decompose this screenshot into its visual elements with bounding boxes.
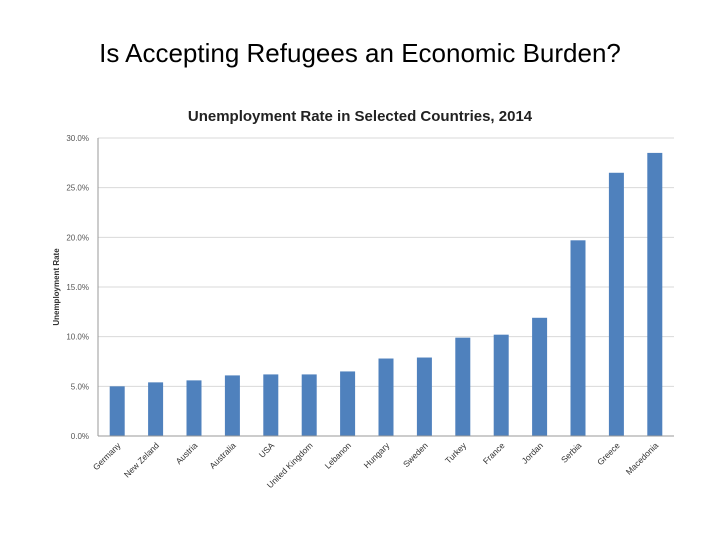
x-category-label: Australia — [207, 440, 238, 471]
x-category-label: Hungary — [362, 440, 392, 470]
x-category-labels: Germany New Zeland Austria Australia USAUnit… — [91, 440, 661, 490]
y-tick-label: 25.0% — [66, 184, 89, 193]
y-tick-labels: 0.0% 5.0% 10.0% 15.0% 20.0% 25.0% 30.0% — [66, 134, 89, 441]
x-category-label: Lebanon — [323, 440, 354, 471]
chart-title: Unemployment Rate in Selected Countries,… — [188, 108, 533, 125]
y-tick-label: 5.0% — [71, 382, 89, 391]
bar — [570, 240, 586, 436]
x-category-label: Sweden — [401, 440, 430, 469]
x-category-label: Turkey — [443, 440, 469, 466]
bar — [340, 371, 356, 436]
y-tick-label: 20.0% — [66, 233, 89, 242]
x-category-label: Austria — [174, 440, 200, 466]
bar — [301, 374, 317, 436]
y-tick-label: 15.0% — [66, 283, 89, 292]
bar — [263, 374, 279, 436]
bar — [455, 337, 471, 436]
bar — [109, 386, 125, 436]
x-category-label: France — [481, 440, 507, 466]
bar — [608, 172, 624, 436]
y-tick-label: 30.0% — [66, 134, 89, 143]
bar — [224, 375, 240, 436]
bars — [109, 152, 663, 436]
y-axis-label: Unemployment Rate — [52, 248, 61, 326]
x-category-label: USA — [257, 440, 277, 460]
x-category-label: Macedonia — [624, 440, 661, 477]
axes — [97, 138, 674, 437]
x-category-label: New Zeland — [122, 440, 161, 479]
y-tick-label: 10.0% — [66, 333, 89, 342]
x-category-label: Jordan — [520, 440, 546, 466]
bar — [532, 317, 548, 436]
y-tick-label: 0.0% — [71, 432, 89, 441]
bar — [493, 334, 509, 436]
bar — [378, 358, 394, 436]
x-category-label: Serbia — [559, 440, 584, 465]
bar — [186, 380, 202, 436]
slide-title: Is Accepting Refugees an Economic Burden… — [99, 38, 621, 68]
x-category-label: Greece — [595, 440, 622, 467]
x-category-label: Germany — [91, 440, 123, 472]
bar — [416, 357, 432, 436]
bar — [647, 152, 663, 436]
gridlines — [98, 137, 674, 387]
bar — [148, 382, 164, 436]
